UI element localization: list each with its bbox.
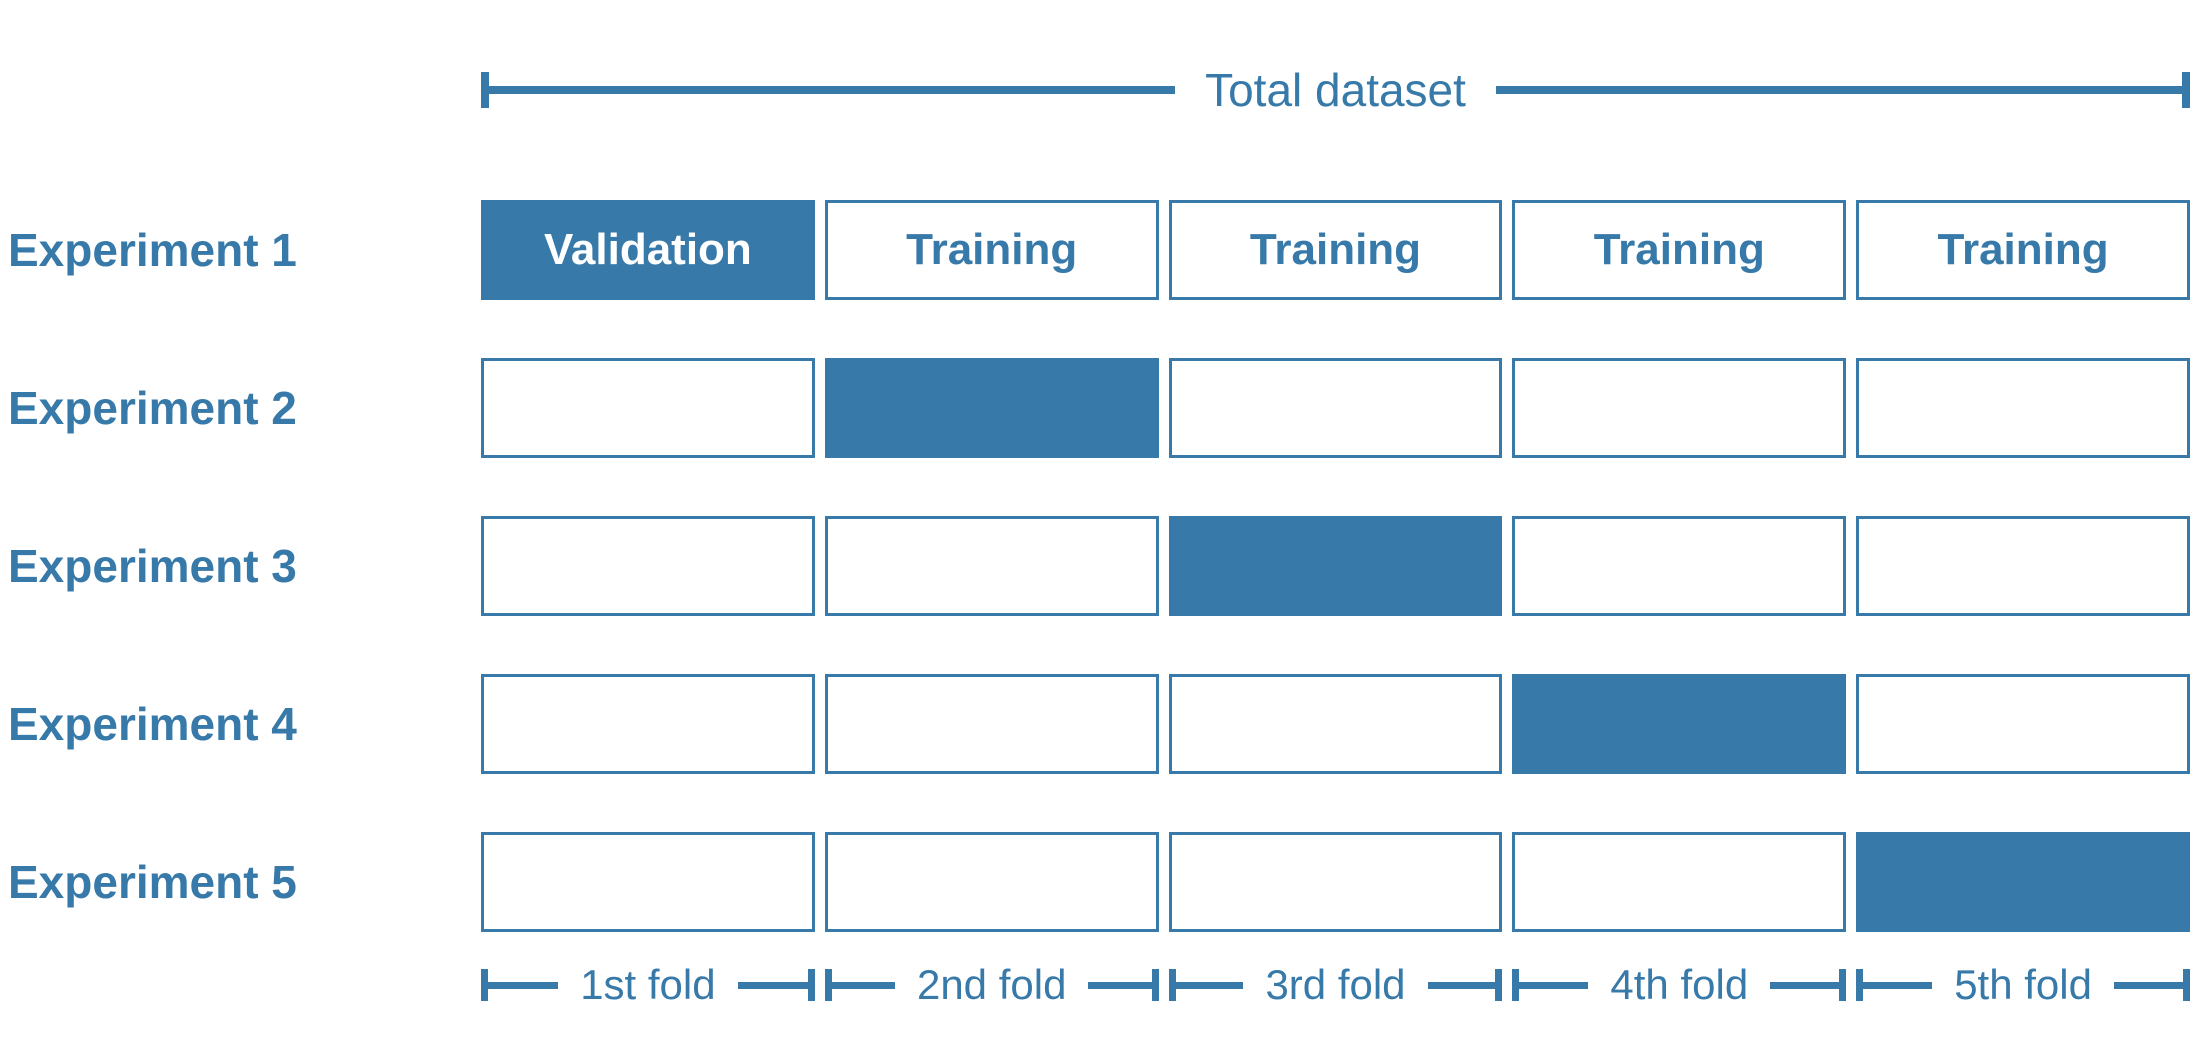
fold-grid: Validation Training Training Training Tr… [481,200,2190,300]
fold-axis-label: 2nd fold [916,961,1067,1008]
cell-label: Training [1593,225,1765,274]
fold-axis-item: 2nd fold [824,955,1159,1015]
experiment-label: Experiment 1 [8,224,297,276]
fold-range-right-tick-icon [1770,981,1847,989]
training-cell [1856,516,2190,616]
fold-axis-item: 3rd fold [1168,955,1503,1015]
training-cell [1168,674,1503,774]
fold-range-right-tick-icon [737,981,815,989]
training-cell: Training [1512,200,1847,300]
training-cell [824,832,1159,932]
cell-label: Training [1937,225,2109,274]
validation-cell [1168,516,1503,616]
range-right-tick-icon [1495,86,2190,94]
fold-axis-label: 5th fold [1954,961,2092,1008]
experiment-row-3: Experiment 3 [0,516,2196,616]
experiment-row-2: Experiment 2 [0,358,2196,458]
fold-grid [481,832,2190,932]
training-cell: Training [1856,200,2190,300]
training-cell [1168,358,1503,458]
fold-range-right-tick-icon [1427,981,1503,989]
fold-axis-item: 5th fold [1856,955,2190,1015]
training-cell [1512,358,1847,458]
training-cell [824,516,1159,616]
fold-grid [481,674,2190,774]
training-cell: Training [824,200,1159,300]
fold-axis-label: 3rd fold [1265,961,1406,1008]
experiment-row-5: Experiment 5 [0,832,2196,932]
training-cell [1512,832,1847,932]
training-cell [481,358,815,458]
fold-grid [481,358,2190,458]
fold-axis: 1st fold 2nd fold 3rd fold 4th fold 5th … [481,955,2190,1015]
fold-axis-item: 4th fold [1512,955,1847,1015]
fold-grid [481,516,2190,616]
training-cell: Training [1168,200,1503,300]
validation-cell [824,358,1159,458]
cell-label: Training [1249,225,1422,274]
cell-label: Validation [543,225,752,274]
training-cell [824,674,1159,774]
training-cell [481,674,815,774]
cell-label: Training [906,225,1078,274]
fold-range-right-tick-icon [1088,981,1159,989]
experiment-label: Experiment 5 [8,856,297,908]
fold-range-left-tick-icon [1856,981,1933,989]
fold-axis-label: 1st fold [580,961,716,1008]
training-cell [481,516,815,616]
total-dataset-bracket: Total dataset [481,64,2190,116]
training-cell [1856,674,2190,774]
fold-range-left-tick-icon [824,981,895,989]
training-cell [1168,832,1503,932]
experiment-row-1: Experiment 1 Validation Training Trainin… [0,200,2196,300]
training-cell [1512,516,1847,616]
experiment-label: Experiment 3 [8,540,297,592]
fold-axis-label: 4th fold [1610,961,1749,1008]
experiment-row-4: Experiment 4 [0,674,2196,774]
training-cell [1856,358,2190,458]
experiment-label: Experiment 2 [8,382,297,434]
fold-range-left-tick-icon [481,981,559,989]
range-left-tick-icon [481,86,1176,94]
fold-range-left-tick-icon [1512,981,1589,989]
fold-axis-item: 1st fold [481,955,815,1015]
total-dataset-label: Total dataset [1205,64,1466,116]
experiment-label: Experiment 4 [8,698,297,750]
training-cell [481,832,815,932]
validation-cell [1856,832,2190,932]
fold-range-right-tick-icon [2113,981,2190,989]
validation-cell: Validation [481,200,815,300]
experiment-rows: Experiment 1 Validation Training Trainin… [0,200,2196,932]
fold-range-left-tick-icon [1168,981,1244,989]
validation-cell [1512,674,1847,774]
